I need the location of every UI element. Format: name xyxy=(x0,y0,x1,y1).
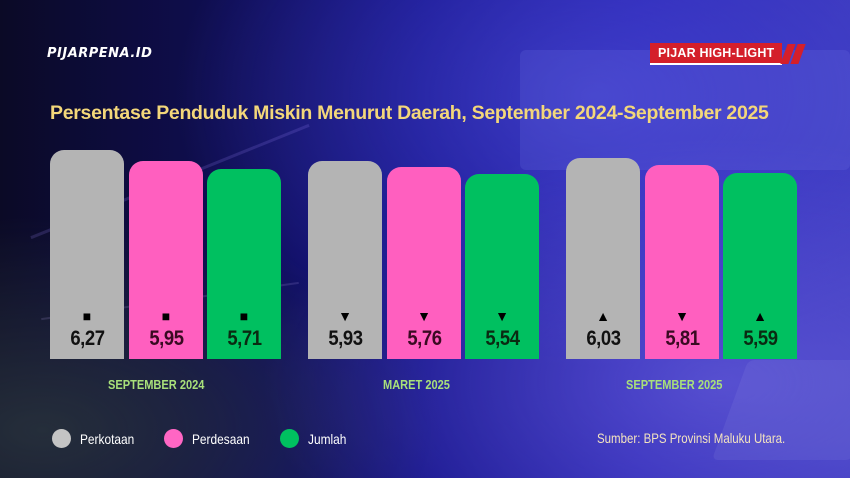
period-label-mar-2025: MARET 2025 xyxy=(383,377,450,392)
triangle-down-icon: ▼ xyxy=(417,308,431,324)
legend-label: Jumlah xyxy=(307,430,346,447)
jumlah-swatch-icon xyxy=(279,429,299,448)
bar-value: 6,03 xyxy=(585,327,621,350)
legend-item-jumlah: Jumlah xyxy=(279,429,353,448)
triangle-up-icon: ▲ xyxy=(596,308,610,324)
period-label-sep-2024: SEPTEMBER 2024 xyxy=(108,377,205,392)
bar-perkotaan-mar-2025: ▼ 5,93 xyxy=(308,161,382,359)
bar-value: 5,95 xyxy=(148,327,184,350)
bar-value: 5,59 xyxy=(742,327,778,350)
pijar-highlight-logo: PIJAR HIGH-LIGHT xyxy=(650,43,807,65)
bar-perdesaan-mar-2025: ▼ 5,76 xyxy=(387,167,461,359)
bar-perkotaan-sep-2025: ▲ 6,03 xyxy=(566,158,640,359)
flat-square-icon: ■ xyxy=(82,308,92,324)
bar-jumlah-mar-2025: ▼ 5,54 xyxy=(465,174,539,359)
bar-perdesaan-sep-2025: ▼ 5,81 xyxy=(645,165,719,359)
legend-item-perdesaan: Perdesaan xyxy=(163,429,260,448)
perkotaan-swatch-icon xyxy=(52,429,71,448)
flat-square-icon: ■ xyxy=(239,308,249,324)
bar-value: 5,93 xyxy=(327,327,363,350)
bar-jumlah-sep-2025: ▲ 5,59 xyxy=(723,173,797,359)
triangle-down-icon: ▼ xyxy=(675,308,689,324)
legend-label: Perdesaan xyxy=(191,430,250,447)
triangle-up-icon: ▲ xyxy=(753,308,767,324)
legend-item-perkotaan: Perkotaan xyxy=(52,429,144,448)
pijarpena-logo: PIJARPENA.ID xyxy=(47,46,153,61)
perdesaan-swatch-icon xyxy=(163,429,183,448)
triangle-down-icon: ▼ xyxy=(495,308,509,324)
bar-value: 5,54 xyxy=(484,327,520,350)
bar-value: 6,27 xyxy=(69,327,105,350)
triangle-down-icon: ▼ xyxy=(338,308,352,324)
bar-value: 5,71 xyxy=(226,327,262,350)
source-note: Sumber: BPS Provinsi Maluku Utara. xyxy=(597,430,786,446)
period-label-sep-2025: SEPTEMBER 2025 xyxy=(626,377,723,392)
bar-value: 5,76 xyxy=(406,327,442,350)
chart-legend: Perkotaan Perdesaan Jumlah xyxy=(52,429,373,448)
bar-perdesaan-sep-2024: ■ 5,95 xyxy=(129,161,203,359)
highlight-badge-text: PIJAR HIGH-LIGHT xyxy=(650,43,783,65)
bar-value: 5,81 xyxy=(664,327,700,350)
legend-label: Perkotaan xyxy=(80,430,135,447)
chart-title: Persentase Penduduk Miskin Menurut Daera… xyxy=(50,102,769,124)
bar-perkotaan-sep-2024: ■ 6,27 xyxy=(50,150,124,359)
flat-square-icon: ■ xyxy=(161,308,171,324)
bar-jumlah-sep-2024: ■ 5,71 xyxy=(207,169,281,359)
